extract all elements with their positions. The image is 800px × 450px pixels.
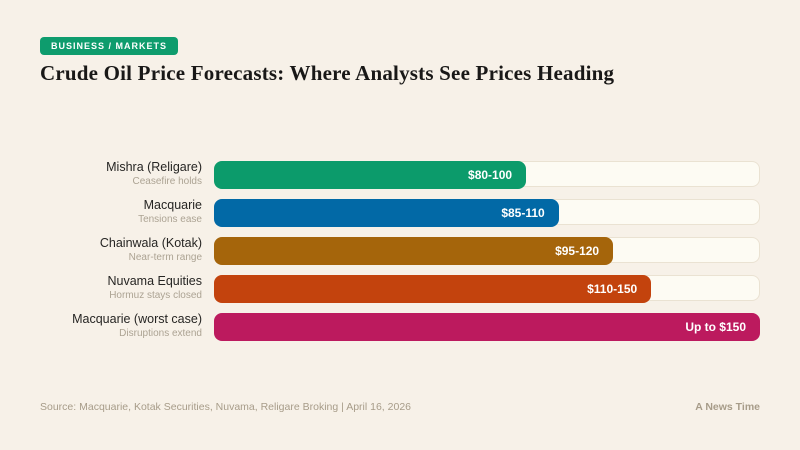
forecast-bar-chart: Mishra (Religare) Ceasefire holds $80-100 M… (40, 160, 760, 341)
row-labels: Nuvama Equities Hormuz stays closed (40, 274, 203, 302)
chart-row: Mishra (Religare) Ceasefire holds $80-100 (40, 160, 760, 189)
row-labels: Mishra (Religare) Ceasefire holds (40, 160, 202, 188)
analyst-label: Macquarie (worst case) (72, 312, 202, 327)
analyst-label: Macquarie (143, 198, 202, 213)
analyst-label: Mishra (Religare) (106, 160, 202, 175)
bar-value-label: $80-100 (468, 168, 513, 182)
forecast-bar: Up to $150 (214, 313, 760, 341)
footer: Source: Macquarie, Kotak Securities, Nuv… (40, 401, 760, 413)
bar-track: $85-110 (214, 199, 760, 227)
forecast-bar: $80-100 (214, 161, 527, 189)
forecast-bar: $85-110 (214, 199, 559, 227)
bar-value-label: $85-110 (501, 206, 545, 220)
row-labels: Chainwala (Kotak) Near-term range (40, 236, 202, 264)
forecast-bar: $95-120 (214, 237, 614, 265)
chart-row: Chainwala (Kotak) Near-term range $95-120 (40, 236, 760, 265)
category-badge: BUSINESS / MARKETS (40, 37, 179, 55)
chart-row: Macquarie Tensions ease $85-110 (40, 198, 760, 227)
scenario-label: Tensions ease (138, 214, 202, 226)
scenario-label: Ceasefire holds (132, 176, 202, 188)
source-attribution: Source: Macquarie, Kotak Securities, Nuv… (40, 401, 411, 413)
bar-value-label: $95-120 (555, 244, 600, 258)
bar-value-label: Up to $150 (685, 320, 746, 334)
bar-track: $95-120 (214, 237, 760, 265)
row-labels: Macquarie (worst case) Disruptions extend (40, 312, 202, 340)
scenario-label: Hormuz stays closed (109, 290, 202, 302)
analyst-label: Chainwala (Kotak) (99, 236, 202, 251)
brand-name: A News Time (695, 401, 760, 413)
chart-row: Nuvama Equities Hormuz stays closed $110-1… (40, 274, 760, 303)
analyst-label: Nuvama Equities (107, 274, 203, 289)
page-title: Crude Oil Price Forecasts: Where Analyst… (40, 61, 615, 85)
chart-row: Macquarie (worst case) Disruptions extend… (40, 312, 760, 341)
forecast-bar: $110-150 (214, 275, 652, 303)
bar-track: $80-100 (214, 161, 760, 189)
bar-value-label: $110-150 (587, 282, 638, 296)
scenario-label: Disruptions extend (119, 328, 202, 340)
scenario-label: Near-term range (128, 252, 202, 264)
bar-track: Up to $150 (214, 313, 760, 341)
bar-track: $110-150 (214, 275, 760, 303)
row-labels: Macquarie Tensions ease (40, 198, 202, 226)
